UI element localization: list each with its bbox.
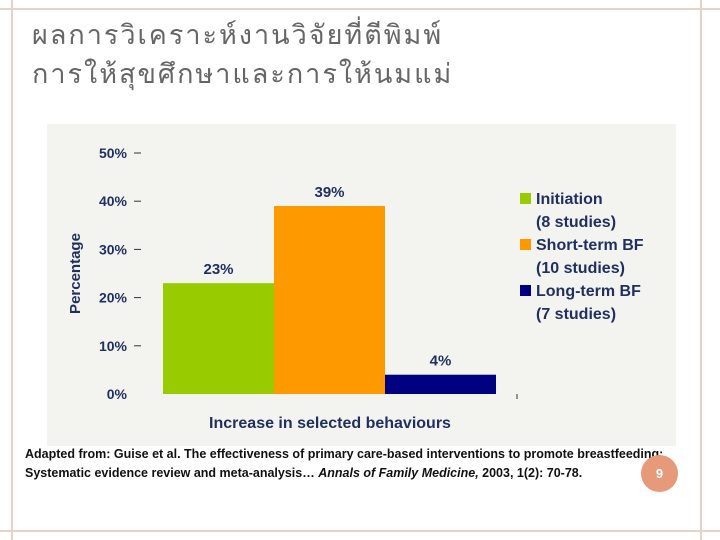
legend-label: Long-term BF (536, 283, 641, 300)
slide-frame-top (0, 8, 720, 10)
y-tick-label: 40% (99, 193, 128, 209)
slide-frame-right (700, 0, 702, 540)
slide-frame-bottom (0, 530, 720, 532)
slide-title: ผลการวิเคราะห์งานวิจัยที่ตีพิมพ์ การให้ส… (32, 20, 454, 90)
x-axis-label: Increase in selected behaviours (209, 415, 451, 432)
bar-3 (385, 374, 496, 394)
y-tick-label: 20% (99, 290, 128, 306)
legend-label: (7 studies) (536, 306, 616, 323)
source-caption: Adapted from: Guise et al. The effective… (25, 445, 695, 483)
y-tick-label: 0% (107, 386, 128, 402)
bar-1 (163, 283, 274, 394)
data-label: 23% (203, 261, 233, 278)
legend-label: (10 studies) (536, 260, 625, 277)
y-tick-label: 50% (99, 145, 128, 161)
bar-2 (274, 206, 385, 394)
data-label: 39% (314, 184, 344, 201)
caption-suffix: 2003, 1(2): 70-78. (482, 466, 583, 480)
y-tick-label: 10% (99, 338, 128, 354)
legend-label: Initiation (536, 191, 603, 208)
legend-label: (8 studies) (536, 214, 616, 231)
chart-panel: 0% 10% 20% 30% 40% 50% Percentage 23% 39% 4% Incre… (47, 124, 676, 446)
data-label: 4% (430, 353, 452, 370)
y-tick-label: 30% (99, 241, 128, 257)
y-axis-label: Percentage (67, 233, 84, 314)
caption-prefix: Adapted from: Guise et al. The effective… (25, 447, 664, 480)
bar-chart: 0% 10% 20% 30% 40% 50% Percentage 23% 39% 4% Incre… (67, 145, 644, 432)
legend-swatch-2 (520, 239, 531, 250)
legend-swatch-1 (520, 193, 531, 204)
legend-swatch-3 (520, 285, 531, 296)
caption-journal: Annals of Family Medicine, (318, 466, 479, 480)
page-number-badge: 9 (641, 455, 678, 492)
legend-label: Short-term BF (536, 237, 644, 254)
slide-frame-left (11, 0, 13, 540)
